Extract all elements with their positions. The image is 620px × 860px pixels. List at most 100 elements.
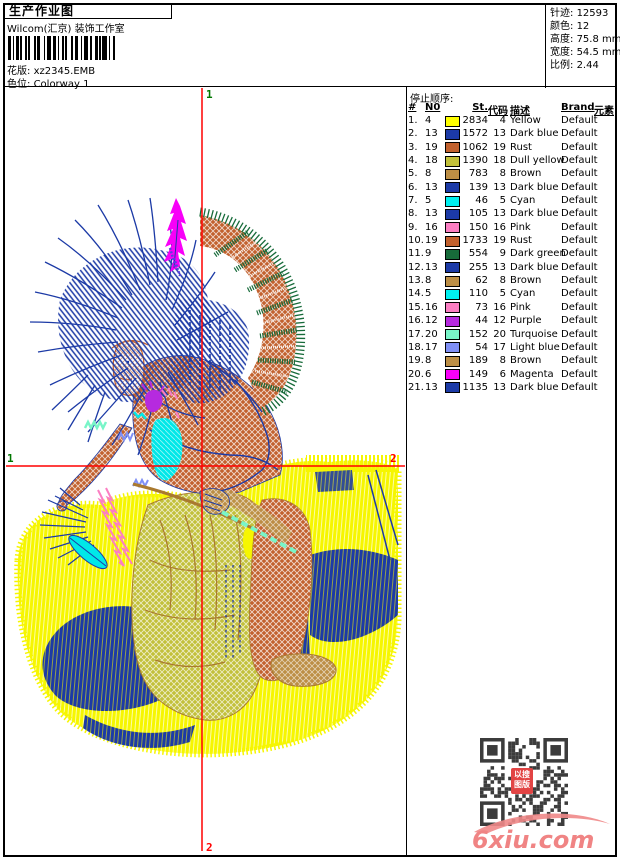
- row-color-code: 18: [493, 155, 506, 167]
- stop-sequence-row: 2. 13 1572 13 Dark blue Default: [408, 127, 614, 140]
- row-index: 19.: [408, 355, 424, 367]
- stat-stitches: 针迹: 12593: [550, 8, 609, 19]
- row-color-description: Brown: [510, 168, 542, 180]
- row-color-description: Brown: [510, 355, 542, 367]
- row-color-code: 5: [499, 288, 506, 300]
- stop-sequence-row: 15. 16 73 16 Pink Default: [408, 301, 614, 314]
- row-color-description: Brown: [510, 275, 542, 287]
- pink-sash: [97, 487, 133, 567]
- row-stitch-count: 152: [468, 328, 488, 340]
- row-color-description: Dark blue: [510, 381, 559, 393]
- row-color-description: Cyan: [510, 288, 536, 300]
- row-needle-number: 13: [425, 381, 438, 393]
- row-color-code: 13: [493, 181, 506, 193]
- row-needle-number: 13: [425, 208, 438, 220]
- row-stitch-count: 54: [475, 341, 488, 353]
- stop-sequence-row: 11. 9 554 9 Dark green Default: [408, 247, 614, 260]
- end-marker-bottom: 2: [206, 841, 213, 854]
- row-stitch-count: 149: [468, 368, 488, 380]
- row-index: 10.: [408, 235, 424, 247]
- neck-accents: [141, 380, 180, 427]
- row-stitch-count: 255: [468, 261, 488, 273]
- stop-sequence-row: 1. 4 2834 4 Yellow Default: [408, 114, 614, 127]
- stop-sequence-row: 3. 19 1062 19 Rust Default: [408, 141, 614, 154]
- row-color-code: 9: [499, 248, 506, 260]
- row-index: 11.: [408, 248, 424, 260]
- row-color-code: 8: [499, 168, 506, 180]
- row-stitch-count: 150: [468, 221, 488, 233]
- row-color-code: 12: [493, 315, 506, 327]
- stat-scale: 比例: 2.44: [550, 60, 599, 71]
- row-brand: Default: [561, 128, 598, 140]
- row-color-code: 16: [493, 221, 506, 233]
- row-needle-number: 8: [425, 168, 432, 180]
- col-header-needle: N0: [425, 102, 441, 113]
- row-stitch-count: 1733: [462, 235, 488, 247]
- row-brand: Default: [561, 275, 598, 287]
- figure-leg: [225, 498, 337, 687]
- row-stitch-count: 139: [468, 181, 488, 193]
- row-index: 6.: [408, 181, 418, 193]
- row-stitch-count: 105: [468, 208, 488, 220]
- row-color-description: Dark blue: [510, 128, 559, 140]
- thread-color-swatch: [445, 355, 460, 367]
- bow-and-hand: [132, 482, 299, 555]
- row-stitch-count: 783: [468, 168, 488, 180]
- held-feather: [39, 487, 108, 570]
- colorway-label: 色位:: [7, 79, 31, 90]
- start-marker-left: 1: [7, 452, 14, 465]
- row-index: 17.: [408, 328, 424, 340]
- row-brand: Default: [561, 288, 598, 300]
- row-index: 4.: [408, 155, 418, 167]
- row-stitch-count: 554: [468, 248, 488, 260]
- row-index: 2.: [408, 128, 418, 140]
- embroidery-design-preview: 1 1 2 2: [6, 88, 405, 854]
- stop-sequence-table: 1. 4 2834 4 Yellow Default 2. 13 1572 13…: [408, 114, 614, 394]
- row-color-code: 16: [493, 301, 506, 313]
- row-needle-number: 13: [425, 128, 438, 140]
- row-brand: Default: [561, 181, 598, 193]
- stop-sequence-header: # N0 St. 代码 描述 Brand 元素: [408, 102, 614, 117]
- thread-color-swatch: [445, 168, 460, 180]
- pane-divider: [406, 87, 407, 856]
- row-color-code: 6: [499, 368, 506, 380]
- thread-color-swatch: [445, 369, 460, 381]
- stop-sequence-row: 19. 8 189 8 Brown Default: [408, 354, 614, 367]
- stat-height: 高度: 75.8 mm: [550, 34, 620, 45]
- row-index: 1.: [408, 115, 418, 126]
- row-index: 5.: [408, 168, 418, 180]
- row-needle-number: 20: [425, 328, 438, 340]
- row-brand: Default: [561, 381, 598, 393]
- page-border: [3, 3, 617, 857]
- col-header-code: 代码: [488, 106, 508, 117]
- row-brand: Default: [561, 208, 598, 220]
- row-stitch-count: 44: [475, 315, 488, 327]
- row-brand: Default: [561, 301, 598, 313]
- row-needle-number: 5: [425, 288, 432, 300]
- stop-sequence-row: 9. 16 150 16 Pink Default: [408, 221, 614, 234]
- row-stitch-count: 46: [475, 195, 488, 207]
- row-brand: Default: [561, 221, 598, 233]
- row-color-code: 5: [499, 195, 506, 207]
- thread-color-swatch: [445, 288, 460, 300]
- row-color-description: Dark blue: [510, 261, 559, 273]
- col-header-brand: Brand: [561, 102, 595, 113]
- row-color-description: Purple: [510, 315, 542, 327]
- row-needle-number: 4: [425, 115, 432, 126]
- row-needle-number: 9: [425, 248, 432, 260]
- stop-sequence-row: 20. 6 149 6 Magenta Default: [408, 368, 614, 381]
- row-color-description: Pink: [510, 301, 531, 313]
- header-separator: [5, 86, 615, 87]
- row-brand: Default: [561, 248, 598, 260]
- row-color-code: 13: [493, 381, 506, 393]
- row-stitch-count: 110: [468, 288, 488, 300]
- row-needle-number: 16: [425, 301, 438, 313]
- watermark-stamp: 以搜 图版: [511, 768, 533, 794]
- thread-color-swatch: [445, 115, 460, 127]
- thread-color-swatch: [445, 275, 460, 287]
- thread-color-swatch: [445, 302, 460, 314]
- stop-sequence-row: 4. 18 1390 18 Dull yellow Default: [408, 154, 614, 167]
- row-brand: Default: [561, 261, 598, 273]
- row-needle-number: 12: [425, 315, 438, 327]
- row-color-code: 13: [493, 261, 506, 273]
